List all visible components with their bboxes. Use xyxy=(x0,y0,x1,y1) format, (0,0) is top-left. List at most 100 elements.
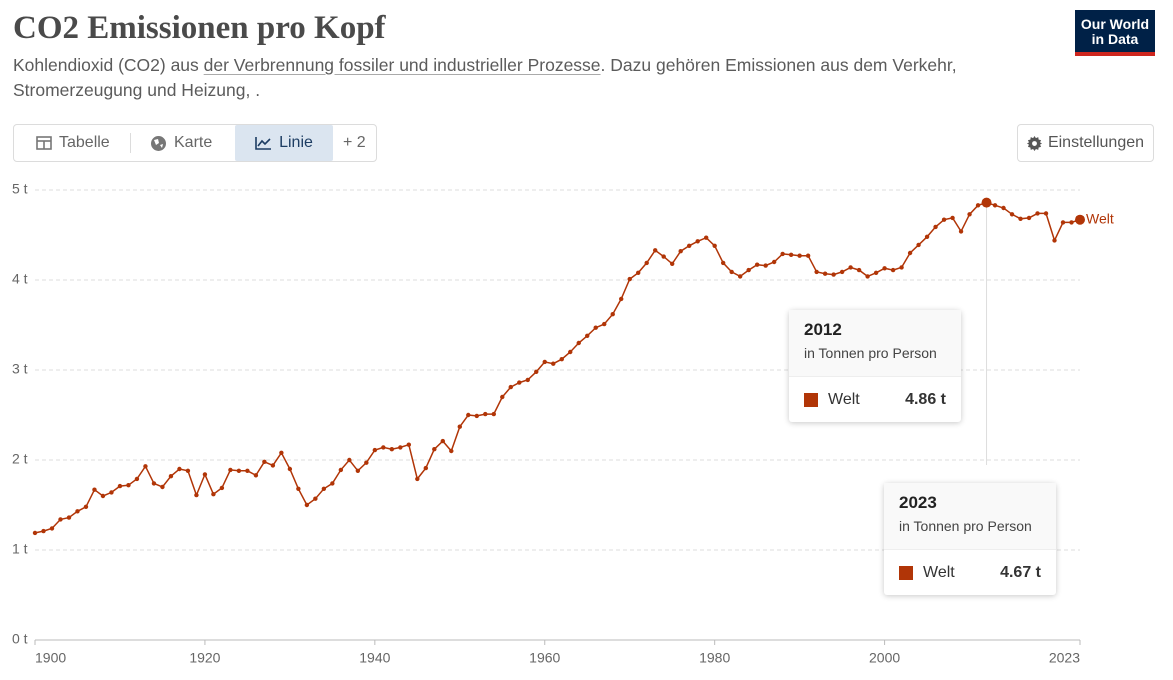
y-tick-label: 1 t xyxy=(12,541,28,557)
point xyxy=(602,321,607,327)
tooltip-series: Welt xyxy=(828,390,860,408)
point xyxy=(92,487,97,492)
point xyxy=(729,269,734,275)
point xyxy=(780,251,785,257)
point xyxy=(1026,215,1032,221)
point xyxy=(296,486,301,491)
point xyxy=(720,260,726,266)
y-tick-label: 4 t xyxy=(12,271,28,287)
point xyxy=(839,269,845,275)
icon xyxy=(255,137,272,150)
x-tick-label: 2023 xyxy=(1049,650,1080,666)
point xyxy=(41,528,46,534)
logo[interactable]: Our World in Data xyxy=(1075,10,1155,56)
point xyxy=(75,509,80,514)
subtitle: Kohlendioxid (CO2) aus der Verbrennung f… xyxy=(13,53,1013,103)
tooltip: 2023 in Tonnen pro Person Welt 4.67 t xyxy=(884,483,1056,595)
icon xyxy=(36,136,52,150)
x-tick-label: 1980 xyxy=(699,650,730,666)
point xyxy=(483,411,488,417)
point xyxy=(916,242,921,248)
point xyxy=(372,447,378,453)
tab-label: + 2 xyxy=(343,134,366,151)
point xyxy=(576,340,581,346)
point xyxy=(415,476,420,482)
point xyxy=(907,250,913,256)
point xyxy=(66,515,72,520)
point xyxy=(712,243,717,248)
point xyxy=(686,243,692,248)
tooltip-series: Welt xyxy=(923,563,955,581)
point xyxy=(83,504,89,509)
point xyxy=(1018,216,1023,221)
swatch xyxy=(899,565,913,580)
point xyxy=(381,445,386,450)
tab-bar: Tabelle Karte Linie + 2 xyxy=(13,124,377,162)
point xyxy=(1052,238,1057,243)
point xyxy=(287,466,293,472)
point xyxy=(355,468,361,473)
point xyxy=(754,262,760,267)
point xyxy=(593,325,598,330)
point xyxy=(703,235,709,240)
point xyxy=(610,312,615,317)
point xyxy=(270,463,276,468)
point xyxy=(253,473,259,478)
point xyxy=(856,267,862,273)
tab-label: Linie xyxy=(279,134,313,151)
point xyxy=(924,234,930,239)
point xyxy=(1069,220,1074,225)
point xyxy=(202,472,208,477)
point xyxy=(636,270,641,275)
point xyxy=(457,424,462,429)
tab-table[interactable]: Tabelle xyxy=(36,125,110,161)
tab-map[interactable]: Karte xyxy=(150,125,212,161)
point xyxy=(1001,205,1006,211)
point xyxy=(313,496,318,501)
tooltip: 2012 in Tonnen pro Person Welt 4.86 t xyxy=(789,310,961,422)
tab-more[interactable]: + 2 xyxy=(343,125,366,161)
point xyxy=(449,448,454,454)
point xyxy=(933,224,938,230)
subtitle-text: Kohlendioxid (CO2) aus xyxy=(13,55,204,75)
series-label: Welt xyxy=(1086,210,1114,226)
point xyxy=(805,253,811,258)
subtitle-link[interactable]: der Verbrennung fossiler und industriell… xyxy=(203,55,601,75)
title: CO2 Emissionen pro Kopf xyxy=(13,10,386,46)
point xyxy=(542,359,547,365)
point xyxy=(49,526,55,531)
point xyxy=(551,361,556,366)
tab-line[interactable]: Linie xyxy=(235,125,333,161)
point xyxy=(534,369,539,374)
point xyxy=(228,467,233,473)
y-tick-label: 0 t xyxy=(12,631,28,647)
point xyxy=(321,486,327,491)
point xyxy=(899,265,904,270)
point xyxy=(406,442,412,447)
point xyxy=(992,203,998,208)
point xyxy=(474,413,479,419)
point xyxy=(890,267,896,273)
point xyxy=(975,203,981,208)
point xyxy=(763,263,768,268)
swatch xyxy=(804,392,818,407)
point xyxy=(831,272,836,277)
point xyxy=(678,249,683,254)
settings-button[interactable]: Einstellungen xyxy=(1017,124,1154,162)
point xyxy=(1009,212,1015,217)
point xyxy=(347,457,352,463)
tooltip-row: Welt 4.86 t xyxy=(789,377,961,422)
point xyxy=(1043,211,1049,216)
point xyxy=(627,276,632,282)
point xyxy=(941,217,947,222)
point xyxy=(525,377,530,383)
point xyxy=(398,445,403,450)
point xyxy=(177,466,182,472)
separator xyxy=(130,133,131,153)
point xyxy=(695,239,700,244)
point xyxy=(585,333,590,338)
y-tick-label: 2 t xyxy=(12,451,28,467)
point xyxy=(330,481,335,486)
point xyxy=(338,467,344,473)
